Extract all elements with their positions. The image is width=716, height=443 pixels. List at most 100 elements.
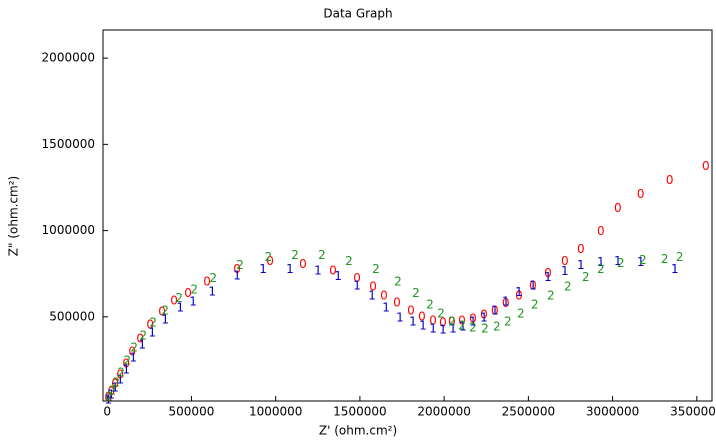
point: 0 [369,279,377,293]
point: 2 [493,319,501,333]
point: 1 [314,263,322,277]
point: 2 [345,254,353,268]
point: 0 [666,173,674,187]
point: 0 [407,303,415,317]
point: 2 [372,262,380,276]
point: 0 [480,307,488,321]
point: 2 [661,252,669,266]
point: 2 [209,271,217,285]
y-tick-label: 1000000 [42,223,95,237]
point: 0 [597,224,605,238]
point: 0 [128,344,136,358]
point: 1 [334,269,342,283]
point: 2 [130,340,138,354]
point: 2 [504,314,512,328]
point: 2 [517,306,525,320]
point: 1 [368,288,376,302]
point: 0 [544,266,552,280]
point: 2 [123,353,131,367]
point: 0 [458,313,466,327]
point: 2 [394,274,402,288]
point: 2 [448,314,456,328]
point: 1 [189,294,197,308]
point: 0 [439,315,447,329]
y-tick-label: 1500000 [42,137,95,151]
point: 2 [469,320,477,334]
point: 0 [448,314,456,328]
point: 1 [469,314,477,328]
point: 1 [129,350,137,364]
point: 0 [266,254,274,268]
point: 1 [148,325,156,339]
point: 0 [170,293,178,307]
point: 1 [614,254,622,268]
point: 0 [502,296,510,310]
point: 2 [639,253,647,267]
point: 0 [418,309,426,323]
point: 2 [547,288,555,302]
point: 1 [107,387,115,401]
point: 1 [637,255,645,269]
point: 0 [111,377,119,391]
point: 0 [515,288,523,302]
point: 2 [190,282,198,296]
point: 2 [175,291,183,305]
point: 1 [161,312,169,326]
point: 2 [458,318,466,332]
point: 2 [676,250,684,264]
point: 1 [233,268,241,282]
y-tick-label: 500000 [49,309,95,323]
point: 1 [286,262,294,276]
point: 1 [544,270,552,284]
x-tick-label: 3500000 [670,405,716,419]
point: 0 [469,311,477,325]
point: 1 [561,264,569,278]
point: 0 [429,313,437,327]
point: 0 [107,385,115,399]
x-axis-label: Z' (ohm.cm²) [319,424,397,438]
point: 1 [459,319,467,333]
point: 0 [136,331,144,345]
point: 2 [617,256,625,270]
point: 0 [233,262,241,276]
point: 0 [329,263,337,277]
y-axis-label: Z" (ohm.cm²) [7,176,21,256]
point: 1 [116,372,124,386]
point: 0 [353,271,361,285]
x-tick-label: 500000 [169,405,215,419]
point: 2 [412,286,420,300]
point: 1 [439,322,447,336]
point: 0 [116,367,124,381]
point: 2 [139,328,147,342]
point: 0 [122,356,130,370]
point: 0 [577,242,585,256]
point: 2 [318,248,326,262]
point: 2 [264,250,272,264]
point: 1 [409,314,417,328]
point: 2 [108,383,116,397]
point: 2 [531,297,539,311]
point: 0 [158,304,166,318]
point: 2 [105,390,113,404]
point: 1 [353,278,361,292]
point: 2 [112,376,120,390]
point: 1 [515,285,523,299]
point: 2 [426,297,434,311]
point: 2 [161,303,169,317]
x-tick-label: 2500000 [502,405,555,419]
point: 2 [236,258,244,272]
point: 1 [111,381,119,395]
point: 2 [117,366,125,380]
point: 2 [437,306,445,320]
plot-frame [102,29,713,402]
point: 2 [291,248,299,262]
point: 1 [429,321,437,335]
x-tick-label: 0 [103,405,111,419]
point: 0 [380,288,388,302]
point: 2 [582,270,590,284]
point: 0 [637,187,645,201]
point: 0 [491,303,499,317]
point: 1 [502,294,510,308]
point: 1 [138,337,146,351]
